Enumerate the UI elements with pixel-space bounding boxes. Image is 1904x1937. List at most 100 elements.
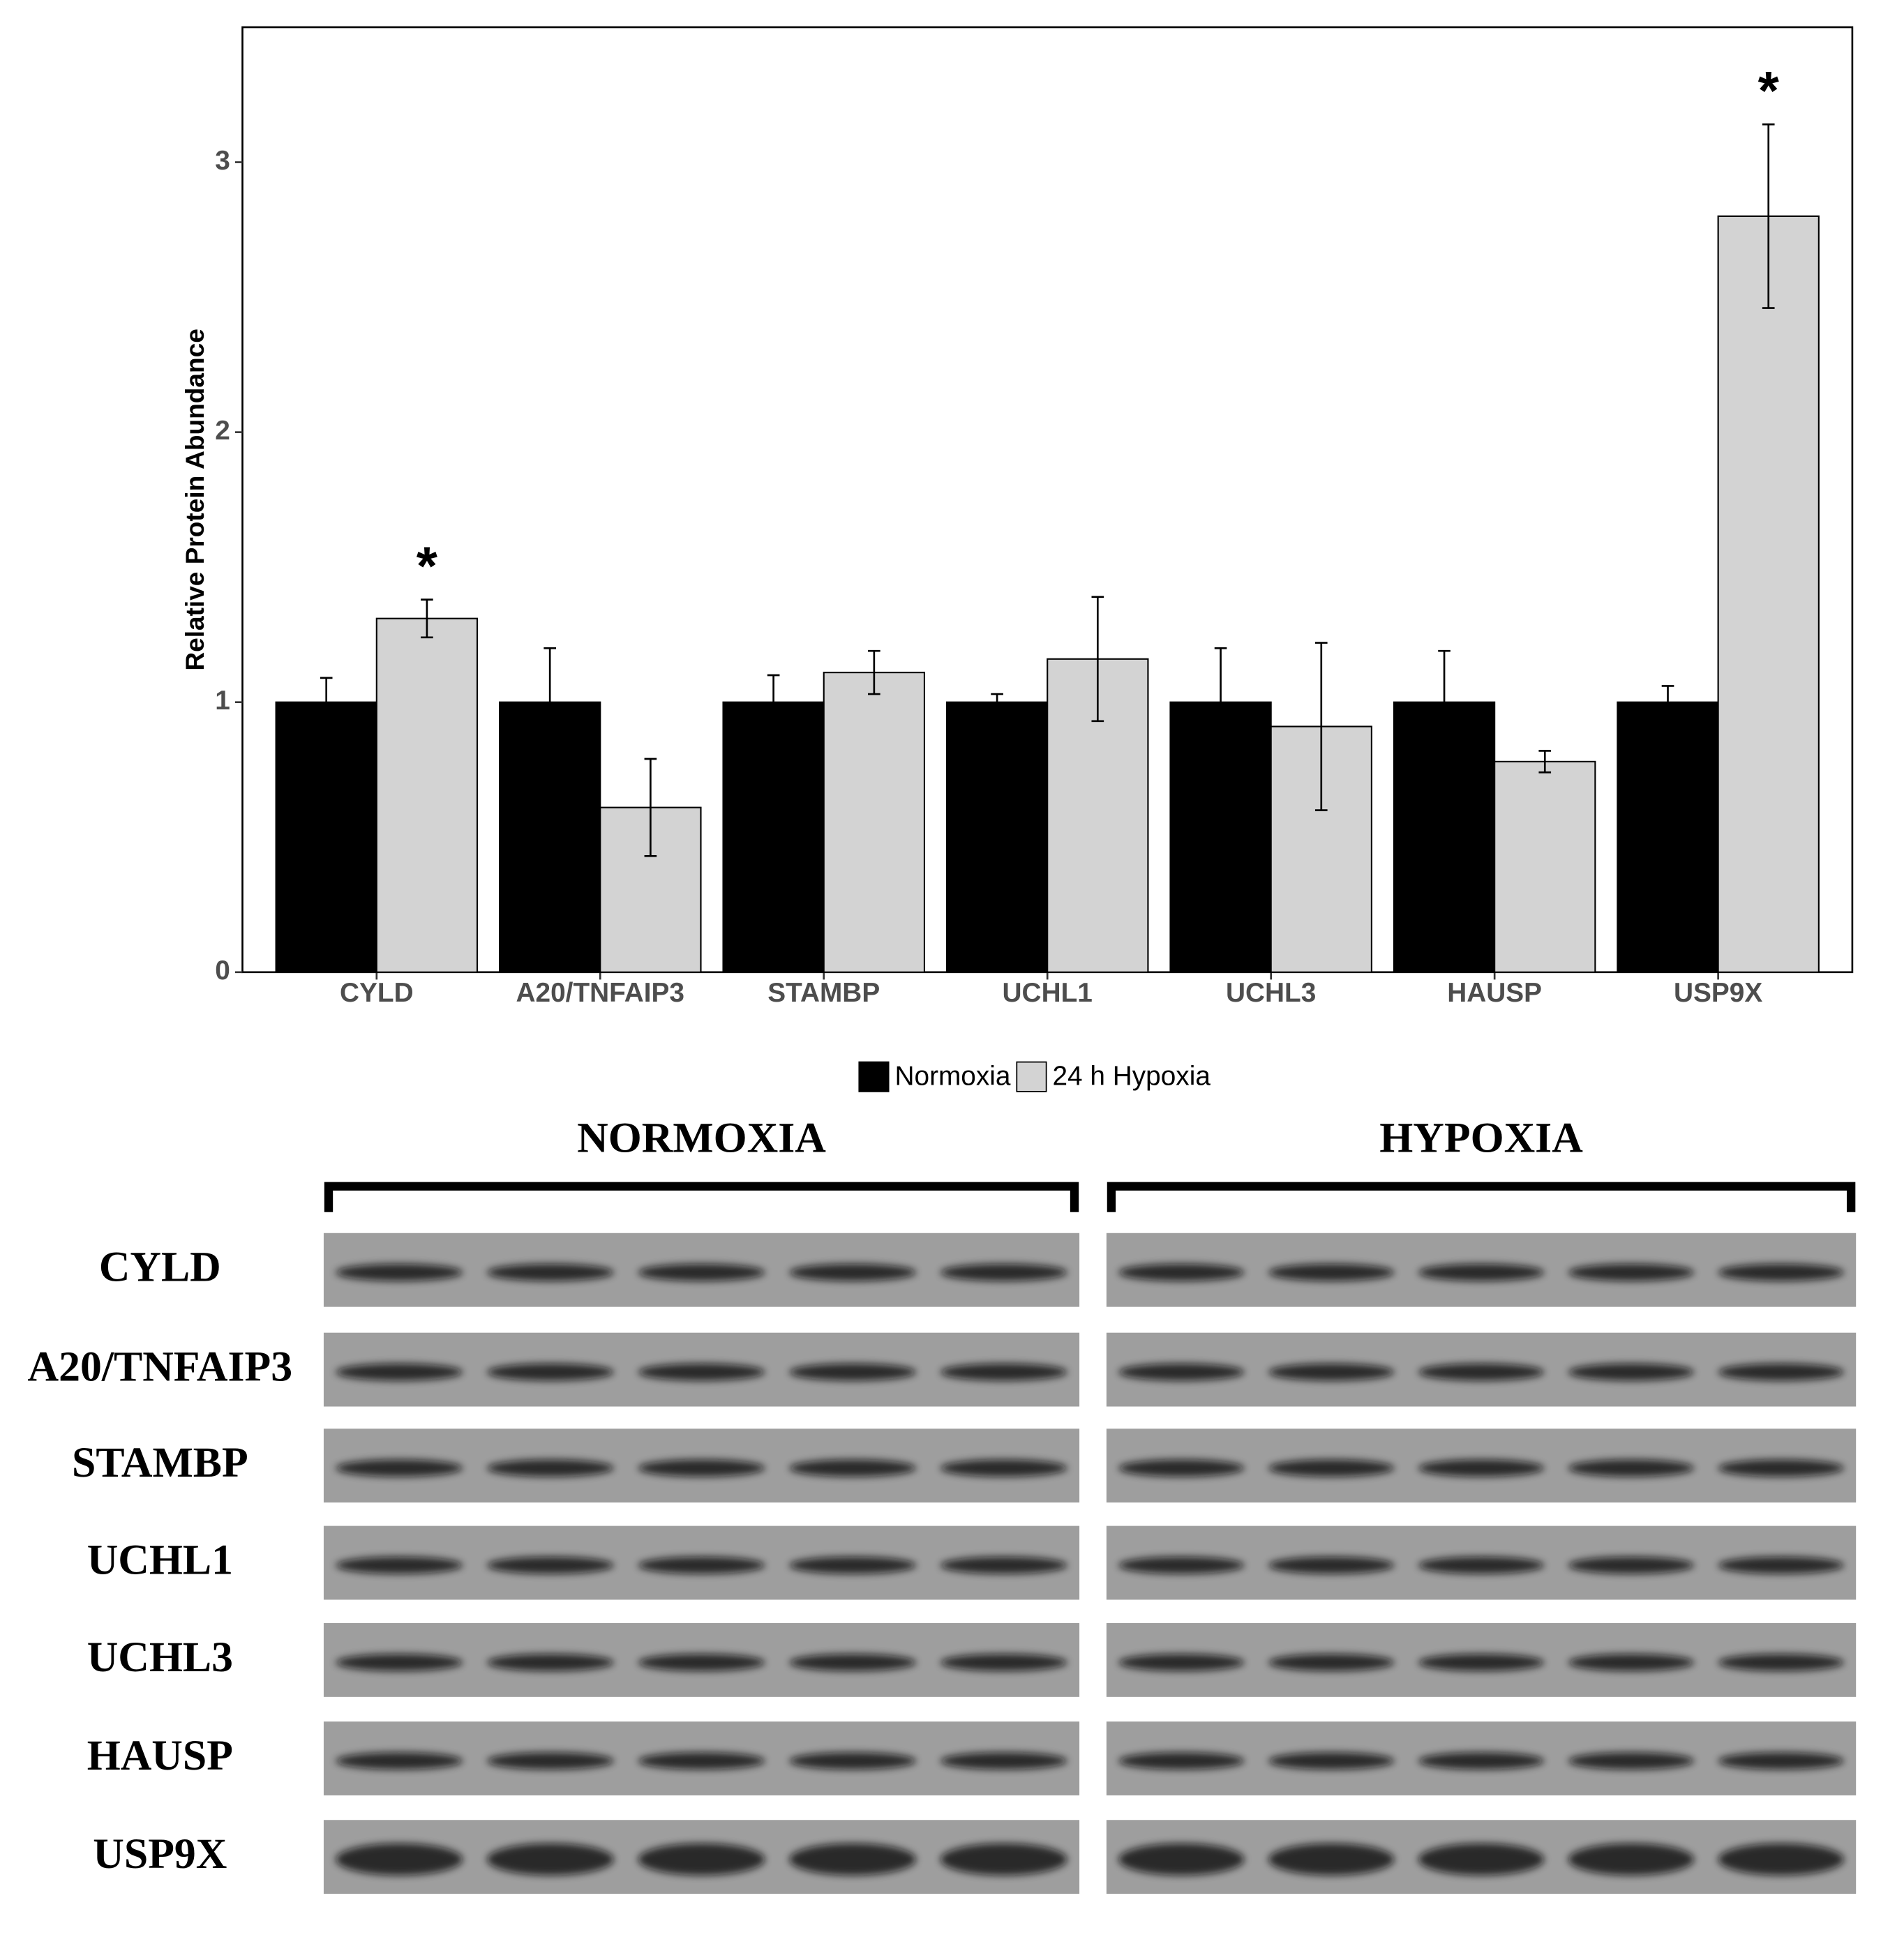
blot-band: [940, 1654, 1067, 1671]
blot-band: [638, 1654, 765, 1671]
blot: NORMOXIA HYPOXIA CYLD A20/TNFAIP3 STAMBP UCHL…: [28, 1114, 1857, 1894]
blot-band: [1418, 1556, 1545, 1574]
blot-band: [336, 1263, 463, 1281]
blot-band: [1268, 1556, 1395, 1574]
blot-band: [1718, 1459, 1845, 1477]
group-label: HYPOXIA: [1379, 1114, 1583, 1161]
row-label: A20/TNFAIP3: [28, 1343, 293, 1391]
error-bar: [644, 758, 657, 857]
blot-band: [940, 1556, 1067, 1574]
blot-band: [336, 1843, 463, 1876]
bar: [823, 672, 926, 973]
row-label: HAUSP: [87, 1732, 233, 1779]
blot-band: [1718, 1752, 1845, 1770]
blot-band: [1118, 1363, 1245, 1381]
x-tick-label: CYLD: [340, 978, 414, 1008]
blot-band: [1268, 1843, 1395, 1876]
blot-band: [789, 1654, 917, 1671]
blot-band: [1418, 1654, 1545, 1671]
error-bar: [421, 598, 433, 639]
blot-band: [486, 1556, 614, 1574]
blot-band: [1718, 1363, 1845, 1381]
x-tick-label: UCHL1: [1003, 978, 1093, 1008]
blot-band: [486, 1459, 614, 1477]
blot-band: [1418, 1363, 1545, 1381]
group-bracket: [324, 1182, 1079, 1212]
error-bar: [1091, 596, 1104, 723]
blot-band: [1568, 1752, 1695, 1770]
blot-band: [336, 1459, 463, 1477]
blot-band: [336, 1556, 463, 1574]
blot-band: [336, 1752, 463, 1770]
blot-band: [638, 1363, 765, 1381]
error-bar: [1214, 647, 1227, 758]
blot-band: [1418, 1459, 1545, 1477]
blot-band: [638, 1556, 765, 1574]
blot-band: [1568, 1843, 1695, 1876]
error-bar: [1538, 750, 1552, 774]
row-label: CYLD: [99, 1244, 221, 1291]
legend-swatch: [858, 1061, 890, 1092]
blot-band: [638, 1459, 765, 1477]
error-bar: [1438, 649, 1451, 755]
blot-band: [486, 1263, 614, 1281]
blot-band: [1568, 1363, 1695, 1381]
blot-band: [1718, 1263, 1845, 1281]
y-tick-label: 0: [215, 956, 230, 986]
blot-band: [940, 1263, 1067, 1281]
error-bar: [991, 693, 1003, 711]
blot-band: [336, 1654, 463, 1671]
bar: [375, 617, 479, 973]
significance-marker: *: [1758, 61, 1780, 121]
group-label: NORMOXIA: [577, 1114, 826, 1161]
error-bar: [767, 674, 780, 730]
x-tick-label: USP9X: [1674, 978, 1762, 1008]
blot-band: [789, 1363, 917, 1381]
blot-band: [1718, 1654, 1845, 1671]
row-label: STAMBP: [72, 1439, 248, 1486]
blot-band: [1268, 1459, 1395, 1477]
blot-band: [1118, 1752, 1245, 1770]
x-tick-label: STAMBP: [767, 978, 880, 1008]
legend-label: 24 h Hypoxia: [1052, 1062, 1210, 1092]
blot-band: [940, 1843, 1067, 1876]
x-tick-label: UCHL3: [1226, 978, 1316, 1008]
blot-band: [1268, 1654, 1395, 1671]
error-bar: [1314, 642, 1328, 811]
blot-band: [1718, 1556, 1845, 1574]
blot-band: [789, 1556, 917, 1574]
blot-band: [940, 1459, 1067, 1477]
blot-band: [336, 1363, 463, 1381]
error-bar: [1661, 685, 1674, 720]
bar: [722, 701, 825, 973]
blot-band: [1268, 1752, 1395, 1770]
blot-band: [1568, 1654, 1695, 1671]
blot-band: [486, 1752, 614, 1770]
bar: [1717, 215, 1820, 973]
legend-label: Normoxia: [894, 1062, 1010, 1092]
y-tick-label: 1: [215, 686, 230, 716]
y-axis-title: Relative Protein Abundance: [180, 329, 209, 670]
blot-band: [789, 1843, 917, 1876]
blot-band: [789, 1752, 917, 1770]
blot-band: [1418, 1263, 1545, 1281]
blot-band: [638, 1843, 765, 1876]
significance-marker: *: [417, 536, 438, 596]
bar: [275, 701, 377, 973]
legend-swatch: [1016, 1061, 1047, 1092]
blot-band: [1118, 1459, 1245, 1477]
error-bar: [544, 647, 556, 758]
error-bar: [320, 677, 333, 728]
group-bracket: [1107, 1182, 1856, 1212]
blot-band: [1268, 1363, 1395, 1381]
blot-band: [1118, 1843, 1245, 1876]
blot-band: [1568, 1459, 1695, 1477]
error-bar: [1762, 123, 1775, 309]
blot-band: [940, 1752, 1067, 1770]
blot-band: [486, 1843, 614, 1876]
bar: [1494, 760, 1596, 973]
blot-band: [1268, 1263, 1395, 1281]
blot-band: [1568, 1263, 1695, 1281]
blot-band: [1118, 1654, 1245, 1671]
